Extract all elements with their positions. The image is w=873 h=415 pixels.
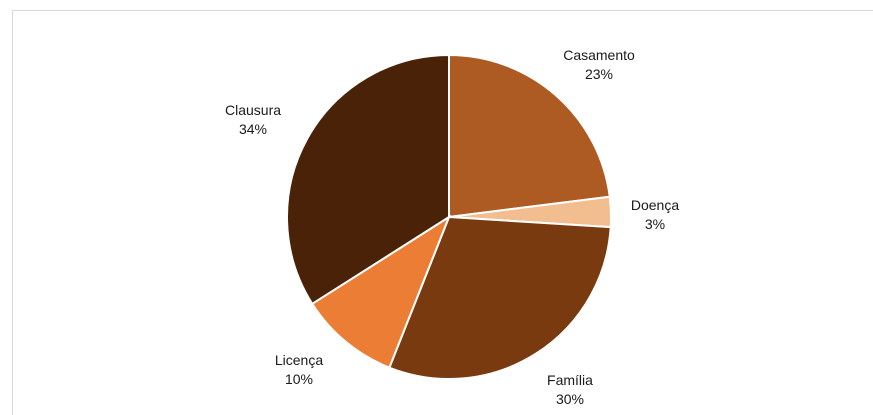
slice-name: Casamento (563, 47, 635, 63)
slice-percent: 23% (584, 66, 614, 82)
slice-name: Família (547, 372, 593, 388)
slice-label-casamento: Casamento 23% (563, 46, 635, 84)
slice-name: Licença (274, 352, 324, 368)
slice-percent: 3% (644, 216, 666, 232)
slice-label-clausura: Clausura 34% (225, 101, 281, 139)
chart-frame (12, 10, 873, 415)
slice-label-licenca: Licença 10% (275, 351, 323, 389)
pie-slice-licenca (310, 214, 452, 369)
pie-slice-familia (388, 215, 612, 380)
pie-slice-casamento (448, 53, 611, 219)
slice-name: Doença (630, 197, 680, 213)
slice-percent: 10% (284, 371, 314, 387)
slice-percent: 34% (238, 121, 268, 137)
slice-percent: 30% (555, 391, 585, 407)
slice-label-familia: Família 30% (547, 371, 593, 409)
slice-label-doenca: Doença 3% (631, 196, 679, 234)
slice-name: Clausura (224, 102, 282, 118)
pie-slice-clausura (286, 53, 450, 306)
